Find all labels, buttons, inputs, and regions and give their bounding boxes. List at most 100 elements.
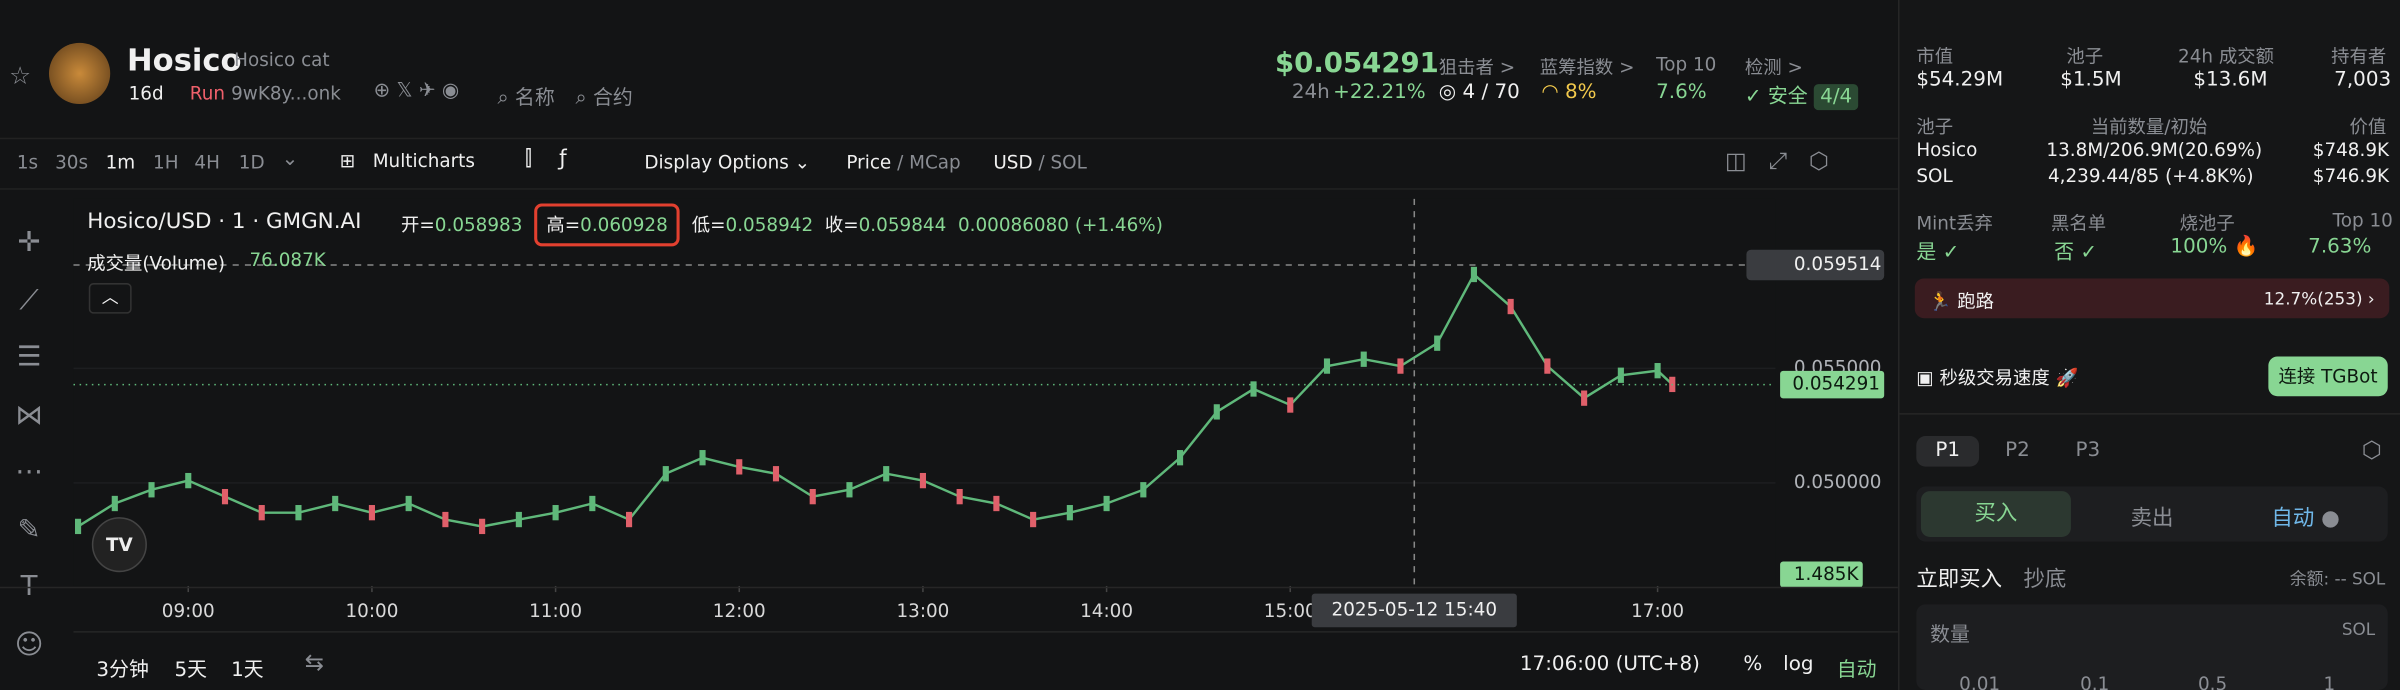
interval[interactable]: 1s (16, 151, 39, 173)
candle (148, 482, 155, 498)
x-tick-label: 09:00 (162, 601, 215, 622)
preset-tab[interactable]: P1 (1916, 436, 1980, 467)
metric-value: 7,003 (2334, 68, 2392, 92)
tgbot-button[interactable]: 连接 TGBot (2268, 356, 2388, 397)
tv-logo[interactable]: TV (91, 517, 147, 573)
stat-value: ◎ 4 / 70 (1438, 81, 1520, 105)
range-button[interactable]: 5天 (174, 659, 208, 683)
settings-icon[interactable]: ⬡ (2361, 436, 2382, 464)
pool-cell: $748.9K (2312, 139, 2390, 161)
display-options[interactable]: Display Options ⌄ (644, 151, 811, 173)
stat-value-text: 安全 (1767, 85, 1808, 109)
check-value-text: 100% (2170, 235, 2228, 259)
sell-tab[interactable]: 卖出 (2130, 506, 2174, 531)
candle (1176, 450, 1184, 466)
preset-tab[interactable]: P2 (2005, 439, 2030, 463)
speed-label-text: 秒级交易速度 🚀 (1939, 367, 2079, 389)
multicharts-button[interactable]: ⊞ Multicharts (339, 149, 475, 172)
name-search[interactable]: ⌕ 名称 (497, 87, 555, 111)
interval[interactable]: 30s (55, 151, 89, 173)
token-subtitle: Hosico cat (234, 48, 330, 71)
speed-label: ▣ 秒级交易速度 🚀 (1916, 367, 2079, 389)
range-button[interactable]: 3分钟 (96, 659, 149, 683)
indicator-icons[interactable]: ⫿ ƒ (524, 146, 567, 172)
interval[interactable]: 4H (194, 151, 220, 173)
candle (699, 450, 706, 466)
quick-amount[interactable]: 1 (2323, 673, 2336, 690)
goto-date[interactable]: ⇆ (304, 648, 324, 677)
rug-value-text: 12.7%(253) (2263, 289, 2363, 310)
candle (589, 495, 596, 512)
percent-toggle[interactable]: % (1743, 653, 1763, 677)
run-badge: Run (189, 82, 226, 105)
candle (1360, 351, 1367, 367)
collapse-button[interactable]: ︿ (88, 283, 132, 314)
star-icon[interactable]: ☆ (9, 61, 32, 91)
log-toggle[interactable]: log (1783, 653, 1814, 677)
check-value: 100% 🔥 (2170, 235, 2259, 259)
stat-label[interactable]: 检测 > (1744, 56, 1803, 79)
buy-tab[interactable]: 买入 (1920, 491, 2071, 538)
volume-label: 成交量(Volume) (87, 252, 225, 274)
order-type[interactable]: 抄底 (2023, 567, 2067, 593)
stat-value-text: 8% (1565, 81, 1597, 105)
pool-cell: Hosico (1916, 139, 1978, 161)
candle (111, 495, 118, 512)
stat-label[interactable]: 蓝筹指数 > (1539, 56, 1635, 79)
candle (552, 505, 559, 521)
quick-amount[interactable]: 0.01 (1959, 673, 2001, 690)
sol-label: SOL (1050, 151, 1087, 173)
stat-label[interactable]: 狙击者 > (1438, 56, 1516, 79)
metric-label: 池子 (2066, 45, 2104, 68)
rug-value: 12.7%(253) › (2263, 289, 2375, 310)
last-price-tag (1780, 370, 1885, 399)
candle (1507, 298, 1514, 315)
auto-toggle[interactable]: 自动 (1836, 659, 1877, 683)
range-button[interactable]: 1天 (231, 659, 264, 683)
candle (1654, 363, 1661, 379)
contract-search[interactable]: ⌕ 合约 (575, 87, 633, 111)
quick-amount[interactable]: 0.5 (2197, 673, 2228, 690)
token-name: Hosico (127, 41, 242, 79)
x-tick-label: 14:00 (1080, 601, 1133, 622)
candle (405, 495, 412, 512)
interval-dropdown[interactable]: ⌄ (281, 148, 299, 172)
ohlc-value: 0.060928 (580, 214, 668, 236)
price-toggle[interactable]: Price / MCap (846, 151, 961, 173)
ohlc-label: 低= (691, 214, 726, 236)
balance: 余额: -- SOL (2289, 569, 2386, 590)
candle (368, 505, 375, 521)
amount-box[interactable] (1916, 604, 2388, 690)
candle (1213, 404, 1220, 420)
stat-value-text: 4 / 70 (1462, 81, 1520, 105)
candle (1581, 390, 1588, 406)
x-tick-label: 17:00 (1631, 601, 1684, 622)
social-icons[interactable]: ⊕ 𝕏 ✈ ◉ (373, 79, 460, 103)
rug-bar[interactable] (1914, 278, 2390, 319)
interval[interactable]: 1H (153, 151, 179, 173)
candle (1434, 335, 1441, 351)
candle (442, 511, 449, 528)
change-label: 24h (1291, 81, 1330, 105)
candle (332, 495, 339, 512)
check-value-text: 是 (1916, 241, 1937, 265)
candle (1066, 505, 1073, 521)
interval[interactable]: 1m (105, 151, 136, 173)
order-type[interactable]: 立即买入 (1916, 567, 2003, 593)
clock: 17:06:00 (UTC+8) (1519, 653, 1700, 677)
stat-value: ✓ 安全 4/4 (1745, 80, 1859, 111)
candle (956, 488, 963, 505)
toolbar-icons[interactable]: ◫ ⤢ ⬡ (1724, 146, 1829, 175)
candle (772, 466, 780, 482)
auto-tab[interactable]: 自动 ● (2271, 506, 2340, 531)
quick-amount[interactable]: 0.1 (2080, 673, 2110, 690)
preset-tab[interactable]: P3 (2075, 439, 2101, 463)
drawing-tools[interactable]: ✛ ⟋ ☰ ⋈ ⋯ ✎ T ☺ (14, 226, 44, 661)
candle (846, 482, 853, 498)
currency-toggle[interactable]: USD / SOL (993, 151, 1087, 173)
toolbar (0, 139, 1898, 190)
address[interactable]: 9wK8y...onk (231, 82, 341, 105)
contract-search-label: 合约 (592, 87, 633, 111)
y-tick-label: 0.050000 (1794, 472, 1882, 493)
interval[interactable]: 1D (238, 151, 265, 173)
